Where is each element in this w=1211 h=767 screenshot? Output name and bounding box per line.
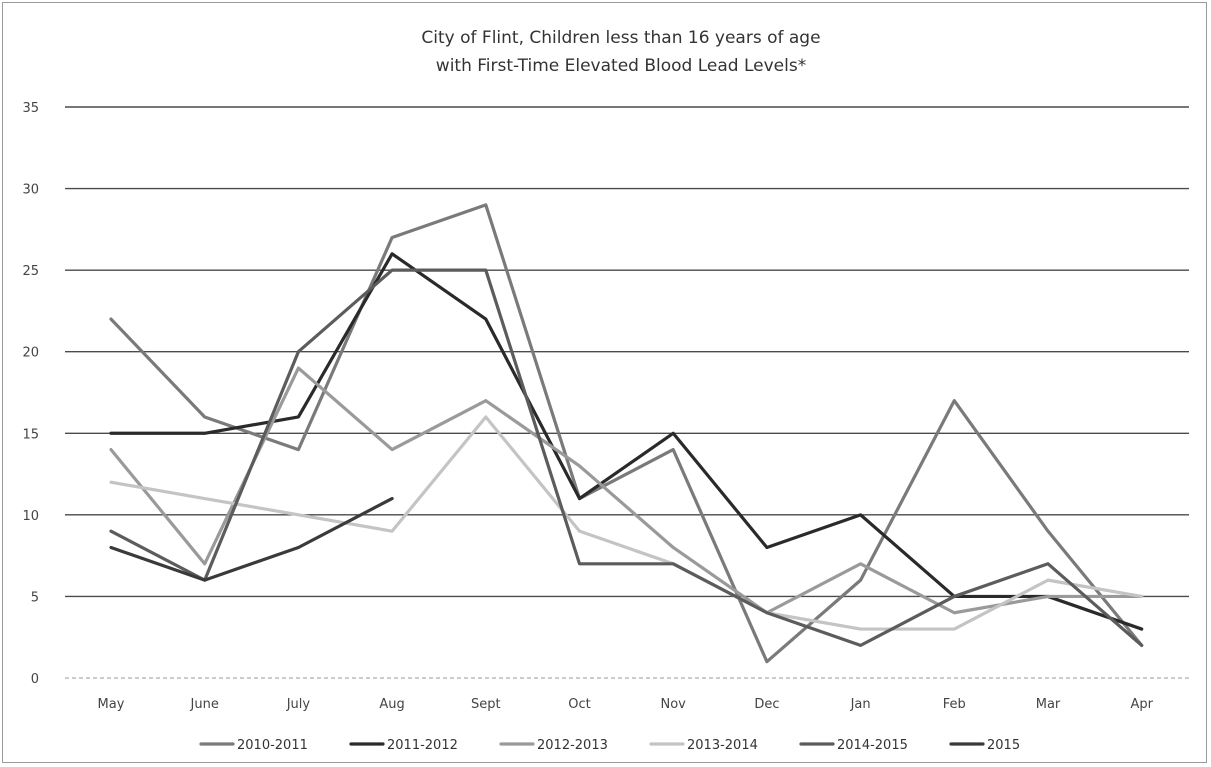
- y-tick-label: 35: [22, 101, 39, 116]
- x-tick-label: Feb: [943, 697, 966, 712]
- x-axis-ticks: May June July Aug Sept Oct Nov Dec Jan Feb Mar Apr: [98, 697, 1154, 712]
- x-tick-label: Aug: [379, 697, 404, 712]
- legend-label: 2011-2012: [387, 738, 458, 753]
- series-lines: [109, 203, 1144, 664]
- y-axis-ticks: 0 5 10 15 20 25 30 35: [22, 101, 39, 687]
- x-tick-label: Sept: [471, 697, 501, 712]
- y-tick-label: 25: [22, 264, 39, 279]
- series-line-2013-2014: [109, 415, 1144, 631]
- legend-label: 2010-2011: [237, 738, 308, 753]
- x-tick-label: Mar: [1036, 697, 1061, 712]
- legend-label: 2015: [987, 738, 1020, 753]
- y-tick-label: 0: [31, 672, 39, 687]
- x-tick-label: Dec: [754, 697, 779, 712]
- y-tick-label: 5: [31, 590, 39, 605]
- y-tick-label: 30: [22, 183, 39, 198]
- legend-label: 2013-2014: [687, 738, 758, 753]
- series-line-2012-2013: [109, 366, 1144, 615]
- chart-subtitle: with First-Time Elevated Blood Lead Leve…: [436, 56, 806, 76]
- chart-title: City of Flint, Children less than 16 yea…: [421, 28, 820, 48]
- series-line-2014-2015: [109, 268, 1144, 647]
- series-line-2010-2011: [109, 203, 1144, 664]
- legend-label: 2012-2013: [537, 738, 608, 753]
- series-line-2015: [109, 496, 394, 582]
- x-tick-label: Jan: [850, 697, 871, 712]
- x-tick-label: Apr: [1130, 697, 1153, 712]
- y-tick-label: 20: [22, 346, 39, 361]
- x-tick-label: July: [286, 697, 311, 712]
- x-tick-label: May: [98, 697, 125, 712]
- series-line-2011-2012: [109, 252, 1144, 631]
- y-tick-label: 15: [22, 427, 39, 442]
- y-tick-label: 10: [22, 509, 39, 524]
- x-tick-label: Oct: [568, 697, 590, 712]
- legend-label: 2014-2015: [837, 738, 908, 753]
- line-chart: City of Flint, Children less than 16 yea…: [22, 28, 1189, 753]
- x-tick-label: Nov: [661, 697, 687, 712]
- x-tick-label: June: [190, 697, 219, 712]
- legend: 2010-2011 2011-2012 2012-2013 2013-2014 2014…: [199, 738, 1020, 753]
- gridlines: [65, 106, 1189, 679]
